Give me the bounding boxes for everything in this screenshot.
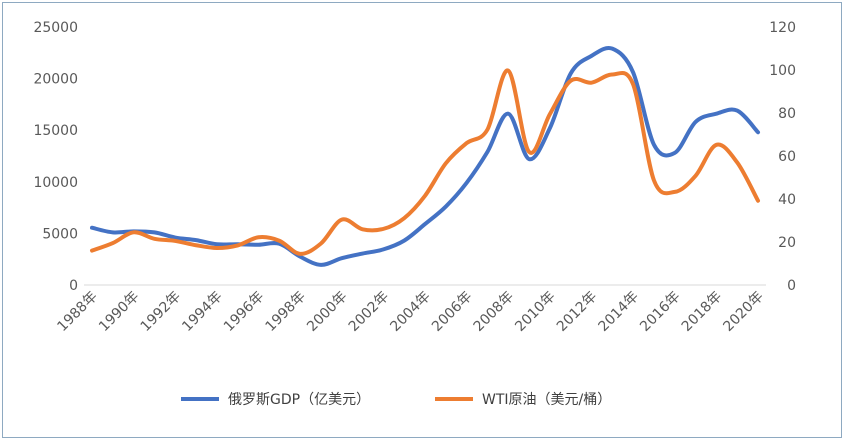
x-tick-label: 2010年 xyxy=(512,289,558,335)
right-tick-label: 40 xyxy=(778,192,796,208)
series-line-gdp xyxy=(90,46,760,267)
x-tick-label: 2012年 xyxy=(554,289,600,335)
series-layer xyxy=(90,46,760,267)
legend-label-gdp: 俄罗斯GDP（亿美元） xyxy=(228,392,370,408)
x-tick-label: 2016年 xyxy=(637,289,683,335)
x-tick-label: 1988年 xyxy=(54,289,100,335)
x-tick-label: 2006年 xyxy=(429,289,475,335)
x-tick-label: 1998年 xyxy=(263,289,309,335)
series-line-wti xyxy=(90,68,760,256)
left-tick-label: 15000 xyxy=(33,123,78,139)
right-tick-label: 0 xyxy=(787,278,796,294)
x-tick-label: 1990年 xyxy=(96,289,142,335)
right-axis-ticks: 0 20 40 60 80 100 120 xyxy=(769,20,796,294)
x-tick-label: 2014年 xyxy=(596,289,642,335)
legend: 俄罗斯GDP（亿美元） WTI原油（美元/桶） xyxy=(181,392,611,408)
left-tick-label: 5000 xyxy=(42,226,78,242)
left-tick-label: 20000 xyxy=(33,72,78,88)
chart-frame xyxy=(2,2,842,438)
right-tick-label: 120 xyxy=(769,20,796,36)
left-axis-ticks: 0 5000 10000 15000 20000 25000 xyxy=(33,20,78,294)
x-tick-label: 1994年 xyxy=(179,289,225,335)
x-tick-label: 2020年 xyxy=(720,289,766,335)
x-tick-label: 2018年 xyxy=(679,289,725,335)
right-tick-label: 60 xyxy=(778,149,796,165)
right-tick-label: 80 xyxy=(778,106,796,122)
legend-label-wti: WTI原油（美元/桶） xyxy=(482,392,611,408)
x-tick-label: 2004年 xyxy=(387,289,433,335)
right-tick-label: 20 xyxy=(778,235,796,251)
left-tick-label: 0 xyxy=(69,278,78,294)
x-tick-label: 1996年 xyxy=(221,289,267,335)
x-tick-label: 2000年 xyxy=(304,289,350,335)
right-tick-label: 100 xyxy=(769,63,796,79)
x-tick-label: 1992年 xyxy=(138,289,184,335)
left-tick-label: 10000 xyxy=(33,175,78,191)
x-axis-ticks: 1988年1990年1992年1994年1996年1998年2000年2002年… xyxy=(54,289,766,335)
left-tick-label: 25000 xyxy=(33,20,78,36)
x-tick-label: 2002年 xyxy=(346,289,392,335)
x-tick-label: 2008年 xyxy=(471,289,517,335)
